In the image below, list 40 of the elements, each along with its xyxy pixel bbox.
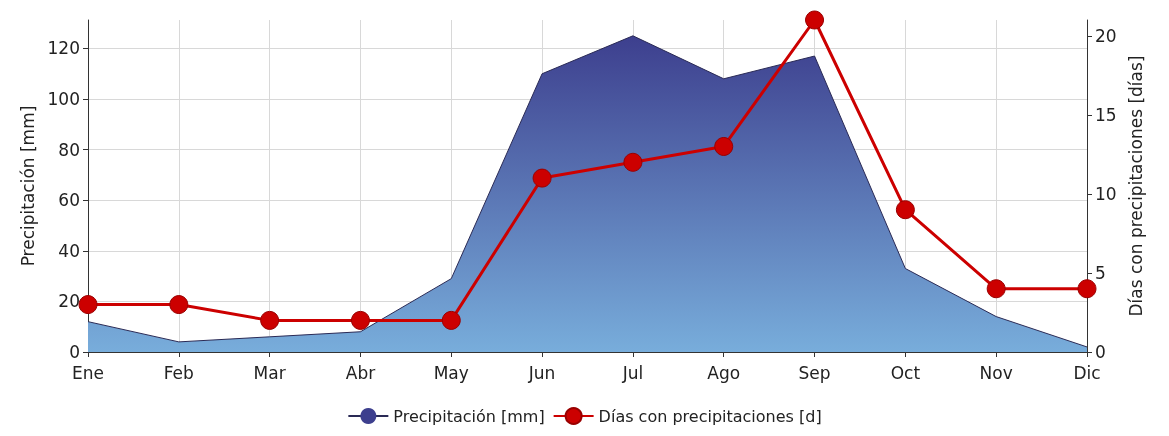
y2-tick-label: 5 [1095, 262, 1106, 283]
point [623, 152, 643, 172]
y-tick-label: 0 [69, 342, 80, 362]
point [260, 310, 280, 330]
x-tick-label: May [433, 362, 469, 383]
x-tick-label: Ago [707, 362, 741, 383]
y-tick-label: 80 [58, 139, 80, 160]
point [78, 295, 98, 315]
point [1077, 279, 1097, 299]
x-tick-label: Ene [72, 362, 104, 383]
y2-tick-label: 0 [1095, 342, 1106, 362]
point [714, 136, 734, 156]
legend-label: Precipitación [mm] [393, 406, 545, 426]
y-axis-title: Precipitación [mm] [18, 105, 39, 267]
y2-tick-label: 20 [1095, 25, 1117, 46]
y-tick-label: 40 [58, 240, 80, 261]
y2-tick-label: 10 [1095, 183, 1117, 204]
point [350, 310, 370, 330]
x-tick-label: Abr [345, 362, 376, 383]
y2-axis-title: Días con precipitaciones [días] [1126, 55, 1147, 317]
x-tick-label: Jul [621, 362, 644, 383]
y-tick-label: 100 [47, 89, 80, 110]
point [895, 200, 915, 220]
x-tick-label: Mar [253, 362, 286, 383]
y-tick-label: 20 [58, 291, 80, 312]
y2-tick-label: 15 [1095, 104, 1117, 125]
x-tick-label: Dic [1073, 362, 1101, 383]
point [805, 10, 825, 30]
x-tick-label: Oct [890, 362, 921, 383]
x-tick-label: Jun [527, 362, 556, 383]
x-tick-label: Sep [798, 362, 831, 383]
point [532, 168, 552, 188]
point [169, 295, 189, 315]
legend-label: Días con precipitaciones [d] [598, 406, 822, 426]
x-tick-label: Feb [163, 362, 194, 383]
y-tick-label: 60 [58, 190, 80, 211]
x-tick-label: Nov [979, 362, 1013, 383]
y-tick-label: 120 [47, 38, 80, 59]
point [441, 310, 461, 330]
point [986, 279, 1006, 299]
